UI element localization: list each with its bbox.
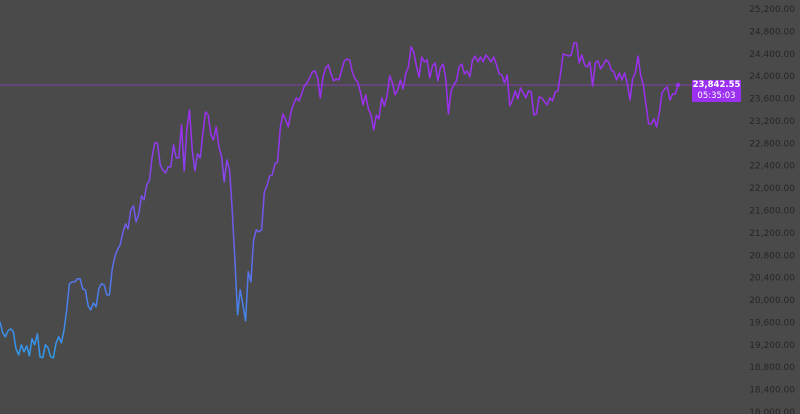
y-tick-label: 20,000.00 <box>749 296 795 306</box>
y-tick-label: 25,200.00 <box>749 5 795 15</box>
y-tick-label: 23,600.00 <box>749 95 795 105</box>
y-tick-label: 20,400.00 <box>749 274 795 284</box>
y-tick-label: 21,600.00 <box>749 207 795 217</box>
series-line <box>0 42 679 359</box>
y-tick-label: 24,400.00 <box>749 50 795 60</box>
y-tick-label: 19,600.00 <box>749 318 795 328</box>
bar-countdown: 05:35:03 <box>697 91 736 101</box>
price-axis[interactable]: 25,200.00 24,800.00 24,400.00 24,000.00 23,6… <box>749 5 795 414</box>
y-tick-label: 23,200.00 <box>749 117 795 127</box>
y-tick-label: 21,200.00 <box>749 229 795 239</box>
last-price-badge: 23,842.55 05:35:03 <box>692 80 741 102</box>
y-tick-label: 18,000.00 <box>749 408 795 414</box>
last-point-marker <box>675 82 681 88</box>
y-tick-label: 22,400.00 <box>749 162 795 172</box>
y-tick-label: 18,400.00 <box>749 386 795 396</box>
y-tick-label: 24,800.00 <box>749 27 795 37</box>
y-tick-label: 22,000.00 <box>749 184 795 194</box>
y-tick-label: 19,200.00 <box>749 341 795 351</box>
y-tick-label: 24,000.00 <box>749 72 795 82</box>
last-price-value: 23,842.55 <box>692 80 741 90</box>
y-tick-label: 22,800.00 <box>749 139 795 149</box>
y-tick-label: 20,800.00 <box>749 251 795 261</box>
y-tick-label: 18,800.00 <box>749 363 795 373</box>
